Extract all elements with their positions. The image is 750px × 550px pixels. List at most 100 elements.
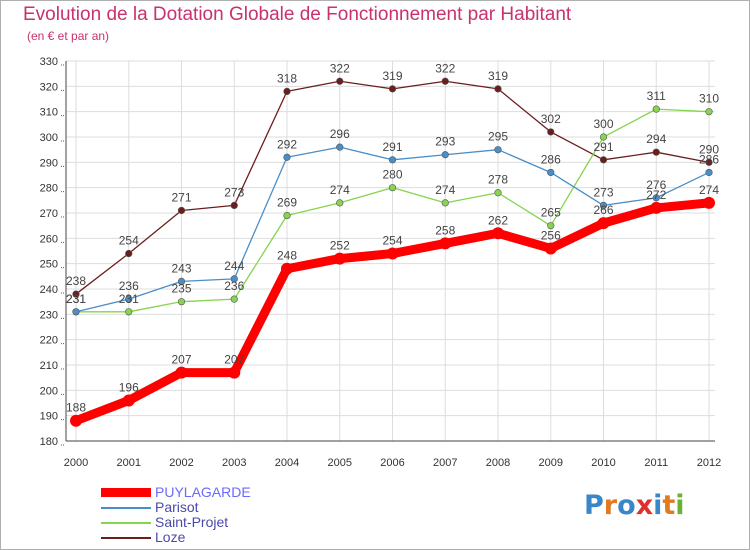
- legend-swatch: [101, 506, 151, 509]
- data-label-puylagarde: 248: [277, 249, 297, 263]
- data-point-parisot: [336, 143, 344, 151]
- x-tick-label: 2008: [486, 457, 510, 469]
- logo-letter: i: [675, 490, 685, 521]
- data-point-puylagarde: [386, 247, 399, 260]
- data-label-parisot: 295: [488, 130, 508, 144]
- x-tick-label: 2005: [328, 457, 352, 469]
- legend-swatch: [101, 488, 151, 497]
- data-label-loze: 319: [488, 69, 508, 83]
- y-tick-label: 190: [40, 411, 58, 423]
- data-point-loze: [230, 201, 238, 209]
- data-label-puylagarde: 274: [699, 183, 719, 197]
- data-point-saint-projet: [283, 211, 291, 220]
- data-label-puylagarde: 188: [66, 401, 86, 415]
- data-point-loze: [494, 85, 502, 93]
- logo-letter: i: [653, 490, 663, 521]
- data-label-parisot: 293: [435, 135, 455, 149]
- data-point-saint-projet: [125, 308, 133, 316]
- data-point-parisot: [494, 146, 502, 154]
- data-label-loze: 291: [593, 140, 613, 154]
- legend: PUYLAGARDE Parisot Saint-Projet Loze: [101, 485, 251, 545]
- data-point-saint-projet: [388, 184, 397, 192]
- data-label-puylagarde: 256: [541, 228, 561, 242]
- data-label-loze: 322: [435, 61, 455, 75]
- data-label-saint-projet: 311: [647, 89, 666, 103]
- legend-label: Loze: [155, 529, 186, 545]
- data-label-parisot: 236: [119, 279, 139, 293]
- data-point-puylagarde: [650, 201, 663, 214]
- data-point-parisot: [547, 168, 555, 177]
- data-label-saint-projet: 231: [119, 292, 139, 306]
- data-label-saint-projet: 265: [541, 206, 561, 220]
- data-point-saint-projet: [547, 222, 555, 230]
- data-point-puylagarde: [703, 196, 715, 209]
- y-tick-label: 180: [40, 436, 58, 448]
- y-tick-label: 280: [40, 183, 58, 195]
- proxiti-logo: Proxiti: [584, 490, 685, 521]
- data-point-loze: [72, 290, 80, 298]
- legend-label: PUYLAGARDE: [155, 484, 251, 500]
- data-point-puylagarde: [544, 242, 557, 255]
- data-label-parisot: 231: [66, 292, 86, 306]
- data-label-loze: 302: [541, 112, 561, 126]
- legend-swatch: [101, 536, 151, 539]
- data-point-puylagarde: [122, 394, 135, 407]
- data-label-saint-projet: 274: [435, 183, 455, 197]
- data-point-saint-projet: [336, 199, 344, 207]
- data-point-loze: [599, 156, 608, 164]
- data-point-saint-projet: [494, 189, 502, 197]
- x-tick-label: 2007: [433, 457, 457, 469]
- data-label-saint-projet: 274: [330, 183, 350, 197]
- data-point-puylagarde: [281, 262, 293, 275]
- data-label-saint-projet: 280: [382, 168, 402, 182]
- x-tick-label: 2011: [644, 457, 668, 469]
- data-label-loze: 318: [277, 71, 297, 85]
- data-label-puylagarde: 252: [330, 239, 350, 253]
- data-label-saint-projet: 269: [277, 196, 297, 210]
- data-label-parisot: 296: [330, 127, 350, 141]
- data-label-loze: 238: [66, 274, 86, 288]
- data-label-loze: 271: [171, 190, 191, 204]
- y-tick-label: 250: [40, 259, 58, 271]
- data-label-saint-projet: 310: [699, 92, 719, 106]
- y-tick-label: 210: [40, 360, 58, 372]
- data-label-saint-projet: 278: [488, 173, 508, 187]
- data-point-parisot: [177, 277, 186, 286]
- data-point-puylagarde: [333, 252, 346, 265]
- y-tick-label: 200: [40, 385, 58, 397]
- data-label-parisot: 244: [224, 259, 244, 273]
- data-point-parisot: [125, 295, 133, 303]
- y-tick-label: 310: [40, 107, 58, 119]
- y-tick-label: 230: [40, 309, 58, 321]
- y-tick-label: 240: [40, 284, 58, 296]
- x-tick-label: 2010: [591, 457, 615, 469]
- data-label-loze: 273: [224, 185, 244, 199]
- data-point-saint-projet: [177, 298, 186, 306]
- y-tick-label: 330: [40, 56, 58, 68]
- data-point-puylagarde: [70, 414, 82, 427]
- x-tick-label: 2004: [275, 457, 299, 469]
- data-label-loze: 322: [330, 61, 350, 75]
- data-label-parisot: 276: [646, 178, 666, 192]
- data-label-puylagarde: 266: [593, 203, 613, 217]
- data-label-loze: 319: [382, 69, 402, 83]
- logo-letter: o: [617, 490, 636, 521]
- chart-subtitle: (en € et par an): [27, 29, 110, 43]
- data-label-parisot: 286: [541, 152, 561, 166]
- data-label-parisot: 286: [699, 152, 719, 166]
- data-point-puylagarde: [597, 217, 610, 230]
- data-point-parisot: [441, 151, 449, 159]
- legend-swatch: [101, 521, 151, 524]
- x-tick-label: 2012: [697, 457, 721, 469]
- data-label-saint-projet: 300: [593, 117, 613, 131]
- data-point-loze: [336, 77, 344, 85]
- legend-item-puylagarde: PUYLAGARDE: [101, 485, 251, 500]
- data-label-puylagarde: 196: [119, 380, 139, 394]
- logo-letter: x: [635, 490, 654, 521]
- y-tick-label: 260: [40, 233, 58, 245]
- data-label-puylagarde: 258: [435, 223, 455, 237]
- y-tick-label: 300: [40, 132, 58, 144]
- data-label-loze: 290: [699, 142, 719, 156]
